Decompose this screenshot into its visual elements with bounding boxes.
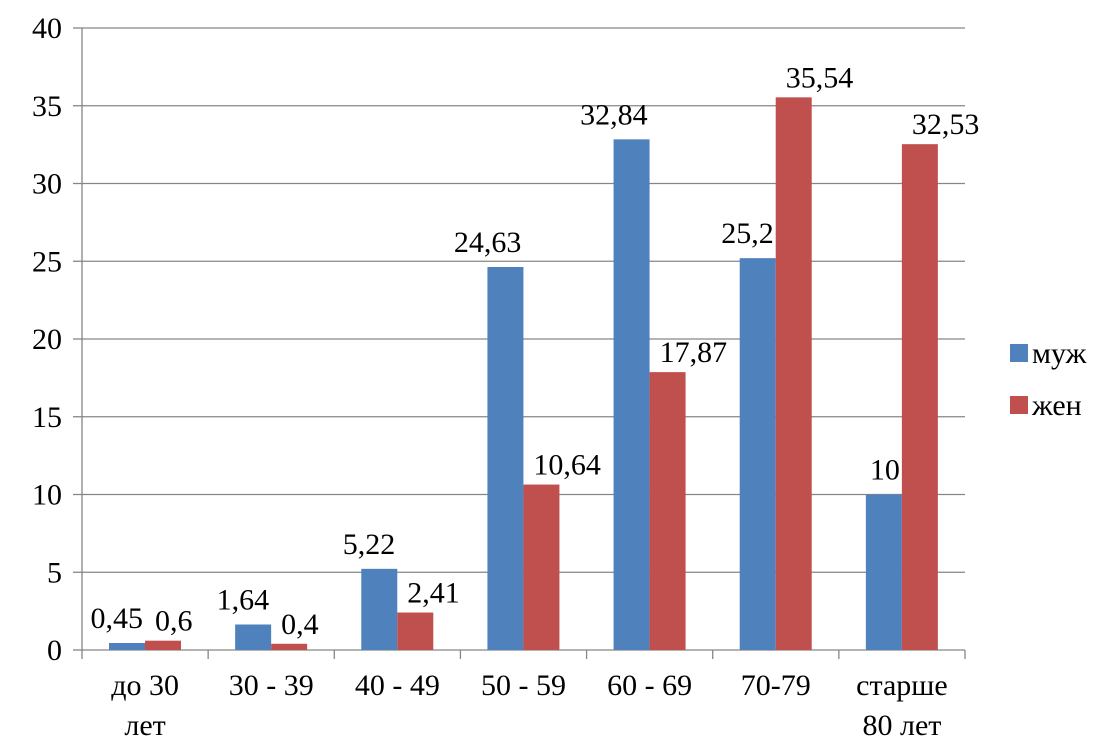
y-tick-label: 10 [32, 479, 62, 512]
category-label: 30 - 39 [229, 669, 314, 702]
bar-муж [487, 267, 524, 650]
bar-жен [145, 640, 181, 650]
bar-муж [739, 258, 776, 650]
bar-жен [271, 643, 308, 650]
bar-муж [361, 568, 398, 650]
data-label: 0,45 [91, 602, 144, 635]
category-label: до 30 [111, 669, 179, 702]
y-tick-labels: 0 5 10 15 20 25 30 35 40 [32, 12, 62, 667]
data-label: 2,41 [407, 577, 460, 610]
legend: муж жен [1010, 337, 1087, 422]
data-label: 35,54 [786, 61, 854, 94]
data-label: 1,64 [217, 583, 270, 616]
bar-муж [109, 643, 145, 650]
y-tick-label: 5 [47, 556, 62, 589]
y-tick-label: 35 [32, 90, 62, 123]
data-label: 0,6 [155, 605, 193, 638]
y-tick-label: 15 [32, 401, 62, 434]
bar-муж [613, 139, 650, 650]
data-label: 5,22 [343, 528, 396, 561]
data-label: 25,2 [721, 217, 774, 250]
data-label: 10 [870, 454, 900, 487]
data-label: 32,84 [580, 98, 648, 131]
y-tick-label: 20 [32, 323, 62, 356]
category-label: 40 - 49 [355, 669, 440, 702]
bar-муж [865, 494, 902, 650]
bar-жен [397, 612, 434, 650]
bar-жен [901, 144, 938, 650]
legend-label: муж [1032, 337, 1087, 370]
category-label: старше [856, 669, 948, 702]
category-label: 80 лет [862, 709, 941, 742]
y-tick-label: 30 [32, 168, 62, 201]
gridlines [73, 27, 965, 651]
bar-жен [775, 97, 812, 650]
legend-swatch [1010, 344, 1028, 362]
data-label: 17,87 [660, 336, 728, 369]
data-label: 32,53 [912, 108, 980, 141]
y-tick-label: 40 [32, 12, 62, 45]
legend-swatch [1010, 396, 1028, 414]
data-labels: 0,45 1,64 5,22 24,63 32,84 25,2 10 0,6 0,4 2,41 10… [91, 61, 980, 640]
y-tick-label: 0 [47, 634, 62, 667]
bar-жен [649, 372, 686, 650]
bar-жен [523, 484, 560, 650]
data-label: 10,64 [533, 449, 601, 482]
category-label: 50 - 59 [481, 669, 566, 702]
bars [109, 97, 938, 650]
legend-label: жен [1031, 389, 1082, 422]
data-label: 0,4 [281, 608, 319, 641]
category-labels: до 30 лет 30 - 39 40 - 49 50 - 59 60 - 69 70-7… [111, 669, 948, 742]
category-label: 60 - 69 [607, 669, 692, 702]
category-label: 70-79 [741, 669, 811, 702]
category-label: лет [124, 709, 165, 742]
y-tick-label: 25 [32, 245, 62, 278]
data-label: 24,63 [454, 226, 522, 259]
bar-муж [235, 624, 272, 650]
